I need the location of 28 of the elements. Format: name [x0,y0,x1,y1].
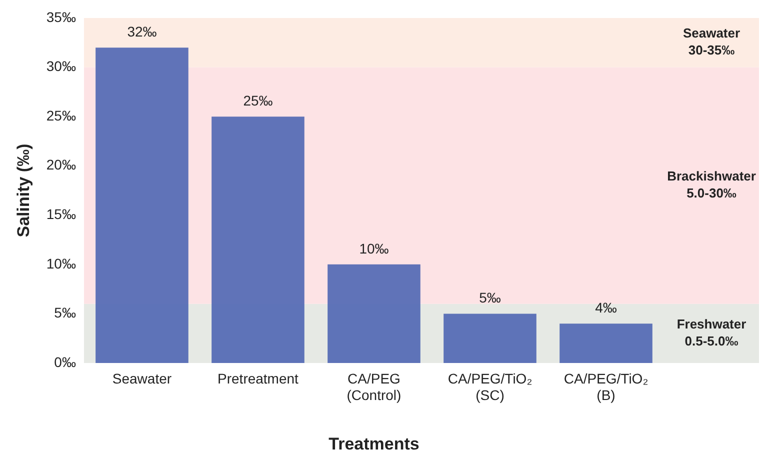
y-tick-label: 30‰ [46,58,76,74]
x-tick-label: Seawater [112,370,172,386]
x-tick-label: CA/PEG/TiO₂ (SC) [448,370,532,404]
band-label: Seawater 30-35‰ [682,26,740,58]
y-tick-label: 15‰ [46,206,76,222]
data-label: 10‰ [359,240,389,256]
data-label: 5‰ [479,290,501,306]
data-label: 25‰ [243,92,273,108]
bar [444,314,536,363]
data-label: 4‰ [595,299,617,316]
bar [212,116,304,363]
x-tick-label: Pretreatment [218,370,299,386]
data-label: 32‰ [127,23,157,40]
y-tick-label: 5‰ [54,304,76,321]
y-tick-label: 10‰ [46,255,76,272]
x-axis-title: Treatments [328,434,420,454]
y-axis-title: Salinity (‰) [14,144,33,238]
y-tick-label: 25‰ [46,107,76,124]
y-tick-label: 35‰ [46,8,76,25]
bar [328,264,420,363]
band-label: Freshwater 0.5-5.0‰ [676,316,746,349]
y-tick-label: 20‰ [46,156,76,173]
x-tick-label: CA/PEG/TiO₂ (B) [564,370,648,404]
bar [560,324,652,363]
band-label: Brackishwater 5.0-30‰ [667,168,756,201]
x-tick-label: CA/PEG (Control) [346,370,402,404]
y-tick-label: 0‰ [54,354,76,370]
bar [96,48,188,363]
